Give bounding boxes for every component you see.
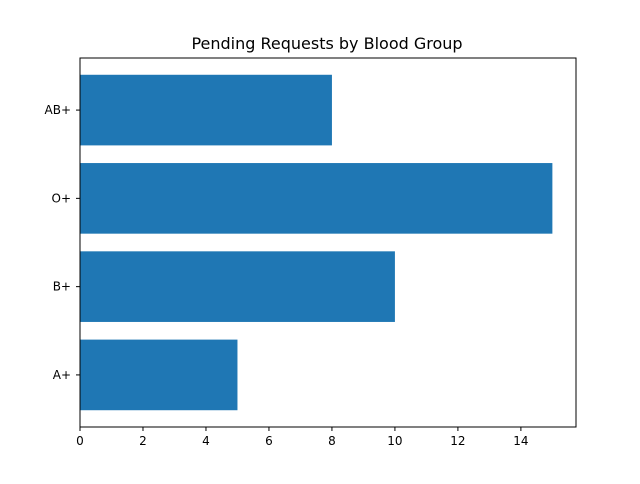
x-tick-label: 12: [450, 434, 465, 448]
bar-a-pos: [80, 339, 238, 411]
bar-ab-pos: [80, 74, 332, 146]
y-tick-label: B+: [53, 280, 71, 294]
x-tick-label: 10: [387, 434, 402, 448]
x-tick-label: 0: [76, 434, 84, 448]
x-tick-label: 2: [139, 434, 147, 448]
chart-title: Pending Requests by Blood Group: [191, 34, 462, 53]
y-tick-label: AB+: [45, 103, 72, 117]
bar-o-pos: [80, 163, 553, 234]
y-tick-label: A+: [53, 368, 71, 382]
x-axis: 0 2 4 6 8 10 12 14: [76, 427, 529, 448]
x-tick-label: 6: [265, 434, 273, 448]
y-tick-label: O+: [52, 191, 72, 205]
x-tick-label: 8: [328, 434, 336, 448]
bars-layer: [80, 74, 553, 411]
y-axis: A+ B+ O+ AB+: [45, 103, 80, 382]
plot-frame: [79, 57, 577, 428]
bar-b-pos: [80, 251, 395, 322]
x-tick-label: 14: [513, 434, 528, 448]
x-tick-label: 4: [202, 434, 210, 448]
